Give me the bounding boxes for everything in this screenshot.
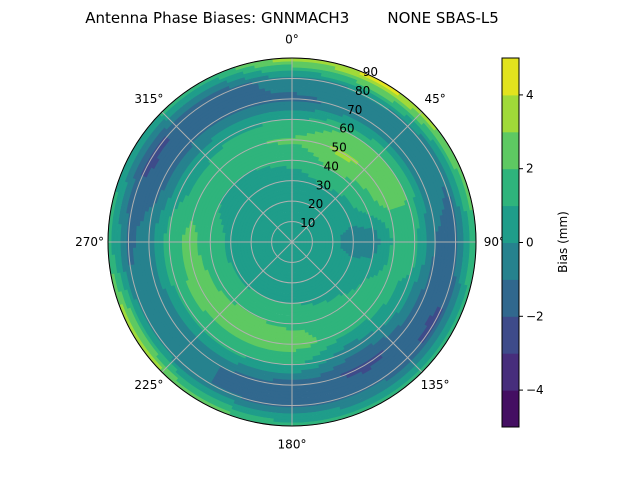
contour-cell: [291, 134, 297, 139]
theta-tick-label: 225°: [134, 378, 163, 392]
theta-gridline: [161, 241, 293, 373]
r-tick-label: 90: [363, 65, 378, 79]
r-tick-label: 10: [300, 216, 315, 230]
theta-tick-label: 180°: [278, 437, 307, 451]
theta-tick-label: 45°: [424, 92, 445, 106]
colorbar-tick-label: 2: [526, 162, 534, 176]
colorbar: 4 2 0 −2 −4: [501, 57, 544, 428]
r-tick-label: 70: [347, 103, 362, 117]
r-tick-label: 40: [324, 159, 339, 173]
contour-bands: [107, 57, 477, 427]
colorbar-segment: [502, 205, 519, 243]
colorbar-segment: [502, 58, 519, 96]
colorbar-segment: [502, 94, 519, 133]
r-tick-label: 50: [331, 141, 346, 155]
theta-tick-label: 315°: [134, 92, 163, 106]
polar-grid: [107, 57, 477, 427]
colorbar-tick-label: −4: [526, 383, 544, 397]
colorbar-segment: [502, 242, 519, 280]
theta-tick-label: 135°: [421, 378, 450, 392]
r-tick-label: 60: [339, 122, 354, 136]
axis-labels: 0° 45° 90° 135° 180° 225° 270° 315° 10 20 30 40 50 60…: [75, 33, 505, 452]
theta-tick-label: 90°: [484, 235, 505, 249]
colorbar-tick-label: −2: [526, 309, 544, 323]
polar-frame: [107, 57, 477, 427]
colorbar-segment: [502, 353, 519, 391]
colorbar-segment: [502, 279, 519, 317]
colorbar-tick-label: 0: [526, 236, 534, 250]
r-tick-label: 20: [308, 197, 323, 211]
r-tick-label: 80: [355, 84, 370, 98]
contour-cell: [291, 91, 298, 96]
colorbar-segment: [502, 390, 519, 428]
colorbar-segment: [502, 316, 519, 354]
colorbar-segment: [502, 168, 519, 207]
theta-tick-label: 0°: [285, 33, 299, 47]
colorbar-segment: [502, 131, 519, 170]
theta-tick-label: 270°: [75, 235, 104, 249]
contour-cell: [286, 165, 293, 169]
r-tick-label: 30: [316, 178, 331, 192]
colorbar-tick-label: 4: [526, 88, 534, 102]
theta-gridline: [291, 241, 423, 373]
theta-gridline: [161, 111, 293, 243]
chart-title: Antenna Phase Biases: GNNMACH3 NONE SBAS…: [85, 9, 499, 27]
colorbar-label: Bias (mm): [556, 211, 570, 273]
theta-gridline: [291, 111, 423, 243]
